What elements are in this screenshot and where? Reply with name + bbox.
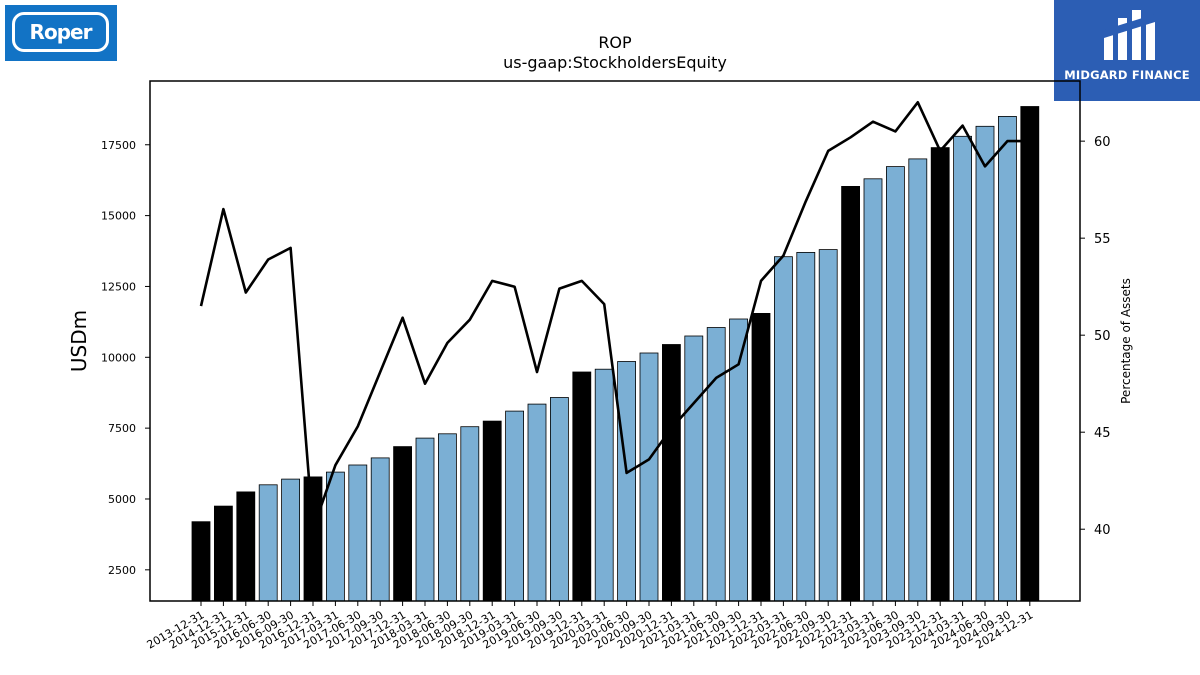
bar bbox=[706, 327, 726, 602]
bar bbox=[617, 361, 636, 602]
bar bbox=[975, 125, 995, 602]
bar bbox=[818, 249, 838, 602]
bar bbox=[281, 478, 301, 602]
y2-tick-label: 60 bbox=[1094, 135, 1111, 150]
y-tick-label: 7500 bbox=[108, 422, 136, 435]
y2-tick-label: 55 bbox=[1094, 232, 1111, 247]
bar bbox=[482, 420, 502, 602]
y-tick-label: 2500 bbox=[108, 564, 136, 577]
chart-title: ROP bbox=[598, 33, 632, 52]
bar bbox=[236, 491, 256, 602]
bar bbox=[863, 178, 883, 602]
bar bbox=[953, 135, 972, 602]
bar bbox=[594, 368, 614, 602]
axes-layer: 2500 5000 7500 10000 12500 15000 17500 40 45 50 55… bbox=[101, 80, 1111, 652]
bar bbox=[393, 446, 413, 602]
bar bbox=[303, 476, 323, 602]
bar bbox=[662, 344, 681, 602]
bar bbox=[751, 312, 771, 602]
bar bbox=[1020, 106, 1040, 602]
bar bbox=[191, 521, 211, 602]
midgard-finance-logo: MIDGARD FINANCE bbox=[1054, 0, 1200, 101]
bar bbox=[639, 352, 659, 602]
y-tick-label: 10000 bbox=[101, 351, 136, 364]
bar bbox=[370, 457, 390, 602]
bar bbox=[348, 464, 368, 602]
bar bbox=[258, 484, 278, 602]
bar bbox=[841, 185, 860, 602]
y-tick-label: 17500 bbox=[101, 139, 136, 152]
bar bbox=[213, 505, 233, 602]
bar bbox=[684, 335, 704, 602]
y-tick-label: 5000 bbox=[108, 493, 136, 506]
roper-logo-frame: Roper bbox=[12, 12, 109, 52]
midgard-logo-text: MIDGARD FINANCE bbox=[1064, 68, 1190, 82]
y2-tick-label: 50 bbox=[1094, 329, 1111, 344]
line-series bbox=[199, 101, 1030, 531]
line-layer bbox=[199, 101, 1030, 531]
bar bbox=[460, 426, 480, 602]
bar bbox=[505, 410, 525, 602]
bar bbox=[572, 371, 592, 602]
bar bbox=[908, 158, 928, 602]
bar bbox=[930, 147, 950, 602]
y-axis-label: USDm bbox=[67, 310, 91, 372]
bar bbox=[437, 433, 457, 602]
y2-axis-label: Percentage of Assets bbox=[1119, 278, 1133, 404]
bar bbox=[998, 116, 1017, 602]
bar bbox=[325, 471, 345, 602]
bars-layer bbox=[191, 106, 1040, 602]
bar bbox=[527, 403, 547, 602]
bar bbox=[886, 166, 905, 602]
midgard-mark-icon bbox=[1104, 10, 1155, 60]
bar bbox=[550, 397, 569, 602]
bar bbox=[415, 437, 435, 602]
roper-logo-text: Roper bbox=[29, 20, 93, 44]
chart-subtitle: us-gaap:StockholdersEquity bbox=[503, 53, 727, 72]
roper-logo: Roper bbox=[5, 5, 117, 61]
y-tick-label: 15000 bbox=[101, 210, 136, 223]
bar bbox=[796, 251, 816, 602]
y2-tick-label: 45 bbox=[1094, 426, 1111, 441]
y-tick-label: 12500 bbox=[101, 280, 136, 293]
bar bbox=[774, 256, 793, 602]
plot-frame bbox=[149, 80, 1081, 602]
y2-tick-label: 40 bbox=[1094, 523, 1111, 538]
